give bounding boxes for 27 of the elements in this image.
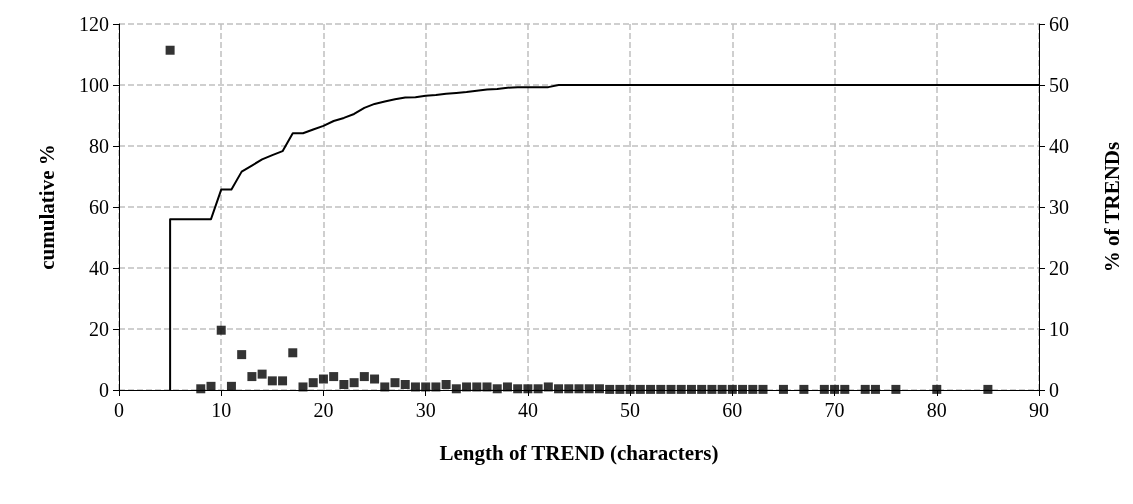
x-tick-label: 50	[620, 399, 641, 421]
y-tick-label: 0	[99, 379, 109, 401]
y-tick-label: 40	[89, 257, 109, 279]
x-tick-label: 0	[114, 399, 124, 421]
y2-tick-label: 20	[1049, 257, 1069, 279]
y2-tick-label: 50	[1049, 74, 1069, 96]
x-axis-title: Length of TREND (characters)	[439, 440, 719, 465]
x-tick-label: 30	[415, 399, 436, 421]
y2-tick-label: 30	[1049, 196, 1069, 218]
y2-tick-label: 0	[1049, 379, 1059, 401]
y-tick-label: 100	[79, 74, 109, 96]
x-tick-label: 70	[824, 399, 845, 421]
y-tick-label: 80	[89, 135, 109, 157]
y2-tick-label: 40	[1049, 135, 1069, 157]
x-tick-label: 80	[926, 399, 947, 421]
x-tick-label: 10	[211, 399, 232, 421]
x-tick-label: 90	[1029, 399, 1049, 421]
y-tick-label: 120	[79, 13, 109, 35]
y2-tick-label: 10	[1049, 318, 1069, 340]
y-tick-label: 60	[89, 196, 109, 218]
x-tick-label: 60	[722, 399, 743, 421]
y-tick-label: 20	[89, 318, 109, 340]
x-tick-label: 40	[517, 399, 538, 421]
y2-axis-title: % of TRENDs	[1099, 141, 1124, 273]
x-tick-label: 20	[313, 399, 334, 421]
y-axis-title: cumulative %	[34, 144, 59, 270]
y2-tick-label: 60	[1049, 13, 1069, 35]
